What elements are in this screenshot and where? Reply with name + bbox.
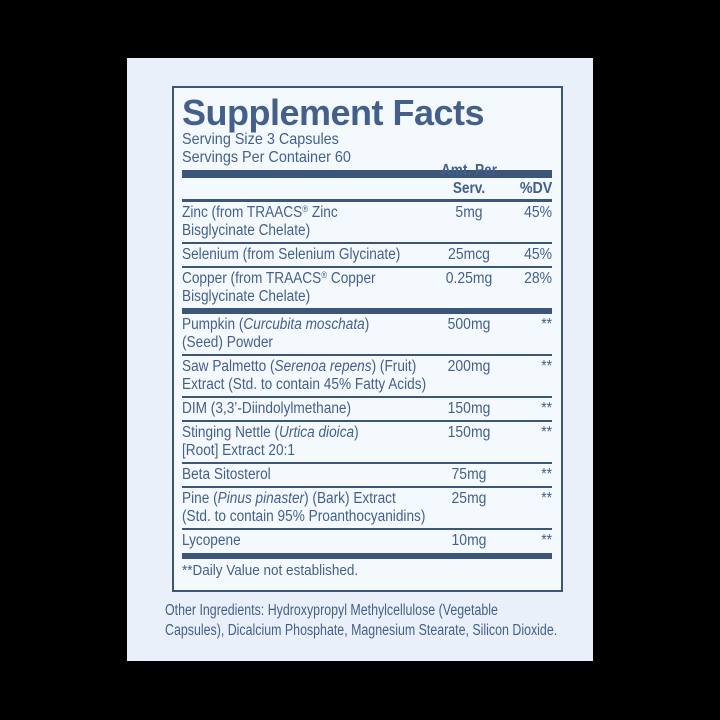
supplement-facts-title: Supplement Facts [182, 92, 485, 133]
nutrient-name: Saw Palmetto (Serenoa repens) (Fruit) Ex… [182, 358, 446, 394]
other-ingredients-text: Other Ingredients: Hydroxypropyl Methylc… [165, 602, 558, 639]
nutrient-row: Zinc (from TRAACS® Zinc Bisglycinate Che… [182, 202, 552, 242]
nutrient-dv: ** [541, 316, 552, 333]
column-header-row: Amt. Per Serv. %DV [182, 162, 552, 202]
nutrient-row: DIM (3,3’-Diindolylmethane) 150mg ** [182, 396, 552, 420]
nutrient-name: Beta Sitosterol [182, 466, 446, 484]
nutrient-dv: ** [541, 466, 552, 483]
nutrient-dv: ** [541, 532, 552, 549]
nutrient-name-text: ® [302, 204, 309, 214]
daily-value-footnote: **Daily Value not established. [182, 559, 552, 586]
latin-name-text: Serenoa repens [274, 358, 372, 375]
nutrient-row: Selenium (from Selenium Glycinate) 25mcg… [182, 242, 552, 266]
nutrient-name-text: Copper (from TRAACS [182, 270, 322, 287]
nutrient-sections: Zinc (from TRAACS® Zinc Bisglycinate Che… [182, 202, 552, 552]
nutrient-name: Selenium (from Selenium Glycinate) [182, 246, 446, 264]
nutrient-row: Pumpkin (Curcubita moschata) (Seed) Powd… [182, 314, 552, 354]
nutrient-name-text: Pine ( [182, 490, 218, 507]
nutrient-name-text: ) (Bark) Extract (Std. to contain 95% Pr… [182, 490, 426, 525]
nutrient-name-text: ) [Root] Extract 20:1 [182, 424, 359, 459]
nutrient-name-text: Pumpkin ( [182, 316, 244, 333]
nutrient-row: Beta Sitosterol 75mg ** [182, 462, 552, 486]
nutrient-name-text: Beta Sitosterol [182, 466, 271, 483]
nutrient-row: Stinging Nettle (Urtica dioica) [Root] E… [182, 420, 552, 462]
serving-size-text: Serving Size 3 Capsules [182, 131, 339, 148]
nutrient-name: Lycopene [182, 532, 446, 550]
nutrient-dv: 28% [524, 270, 552, 287]
nutrient-name: Stinging Nettle (Urtica dioica) [Root] E… [182, 424, 446, 460]
serving-divider-bar [182, 170, 552, 178]
nutrient-row: Saw Palmetto (Serenoa repens) (Fruit) Ex… [182, 354, 552, 396]
nutrient-amount: 150mg [447, 400, 491, 417]
latin-name-text: Urtica dioica [279, 424, 355, 441]
servings-per-container-text: Servings Per Container 60 [182, 149, 351, 166]
daily-value-footnote-text: **Daily Value not established. [182, 562, 359, 579]
supplement-facts-box: Supplement Facts Serving Size 3 Capsules… [172, 86, 563, 592]
nutrient-dv: 45% [524, 204, 552, 221]
nutrient-amount: 5mg [455, 204, 483, 221]
nutrient-amount: 10mg [451, 532, 487, 549]
nutrient-name: Pumpkin (Curcubita moschata) (Seed) Powd… [182, 316, 446, 352]
nutrient-amount: 75mg [451, 466, 487, 483]
nutrient-row: Lycopene 10mg ** [182, 528, 552, 552]
nutrient-section: Pumpkin (Curcubita moschata) (Seed) Powd… [182, 308, 552, 552]
nutrient-name: Pine (Pinus pinaster) (Bark) Extract (St… [182, 490, 446, 526]
nutrient-name: Zinc (from TRAACS® Zinc Bisglycinate Che… [182, 204, 446, 240]
nutrient-amount: 25mg [451, 490, 487, 507]
nutrient-name-text: ® [321, 270, 328, 280]
nutrient-name-text: Selenium (from Selenium Glycinate) [182, 246, 401, 263]
nutrient-dv: ** [541, 490, 552, 507]
nutrient-section: Zinc (from TRAACS® Zinc Bisglycinate Che… [182, 202, 552, 308]
nutrient-dv: ** [541, 424, 552, 441]
latin-name-text: Pinus pinaster [217, 490, 305, 507]
nutrient-dv: 45% [524, 246, 552, 263]
nutrient-dv: ** [541, 400, 552, 417]
nutrient-amount: 500mg [447, 316, 491, 333]
nutrient-amount: 150mg [447, 424, 491, 441]
nutrient-dv: ** [541, 358, 552, 375]
nutrient-name-text: Stinging Nettle ( [182, 424, 280, 441]
nutrient-name-text: Zinc (from TRAACS [182, 204, 303, 221]
nutrient-name-text: ) (Fruit) Extract (Std. to contain 45% F… [182, 358, 427, 393]
footnote-divider-bar [182, 553, 552, 559]
servings-per-container-line: Servings Per Container 60 [182, 149, 552, 167]
nutrient-amount: 0.25mg [445, 270, 493, 287]
nutrient-row: Pine (Pinus pinaster) (Bark) Extract (St… [182, 486, 552, 528]
nutrient-name-text: Copper Bisglycinate Chelate) [182, 270, 376, 305]
latin-name-text: Curcubita moschata [243, 316, 365, 333]
nutrient-name-text: DIM (3,3’-Diindolylmethane) [182, 400, 352, 417]
nutrient-amount: 200mg [447, 358, 491, 375]
amount-column-header: Amt. Per Serv. [440, 162, 498, 197]
label-panel: Supplement Facts Serving Size 3 Capsules… [127, 58, 593, 661]
nutrient-name-text: ) (Seed) Powder [182, 316, 370, 351]
dv-column-header: %DV [519, 180, 552, 197]
nutrient-amount: 25mcg [448, 246, 490, 263]
nutrient-name: Copper (from TRAACS® Copper Bisglycinate… [182, 270, 446, 306]
nutrient-name-text: Zinc Bisglycinate Chelate) [182, 204, 338, 239]
nutrient-name: DIM (3,3’-Diindolylmethane) [182, 400, 446, 418]
nutrient-name-text: Saw Palmetto ( [182, 358, 275, 375]
nutrient-name-text: Lycopene [182, 532, 241, 549]
serving-size-line: Serving Size 3 Capsules [182, 131, 552, 149]
nutrient-row: Copper (from TRAACS® Copper Bisglycinate… [182, 266, 552, 308]
